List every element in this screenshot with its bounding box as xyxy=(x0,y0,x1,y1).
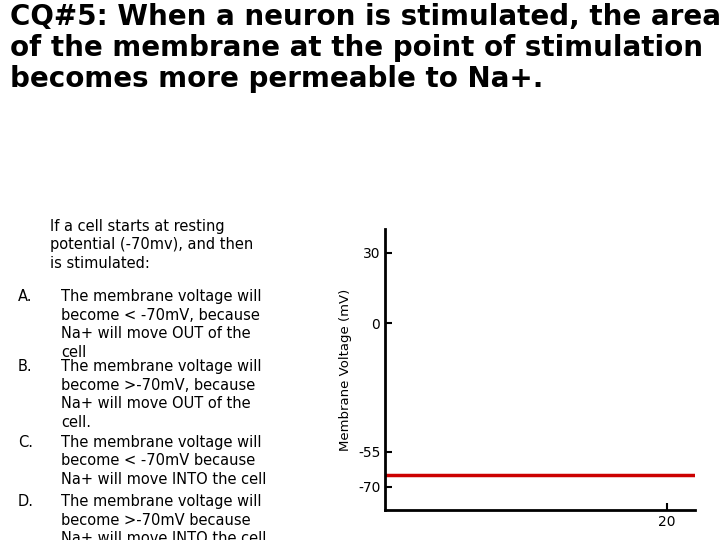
Text: The membrane voltage will
become >-70mV, because
Na+ will move OUT of the
cell.: The membrane voltage will become >-70mV,… xyxy=(61,359,261,430)
Text: C.: C. xyxy=(18,435,33,450)
Text: A.: A. xyxy=(18,289,32,304)
Text: B.: B. xyxy=(18,359,32,374)
Text: The membrane voltage will
become < -70mV, because
Na+ will move OUT of the
cell: The membrane voltage will become < -70mV… xyxy=(61,289,261,360)
Text: If a cell starts at resting
potential (-70mv), and then
is stimulated:: If a cell starts at resting potential (-… xyxy=(50,219,253,271)
Y-axis label: Membrane Voltage (mV): Membrane Voltage (mV) xyxy=(339,289,352,451)
Text: The membrane voltage will
become < -70mV because
Na+ will move INTO the cell: The membrane voltage will become < -70mV… xyxy=(61,435,266,487)
Text: CQ#5: When a neuron is stimulated, the area
of the membrane at the point of stim: CQ#5: When a neuron is stimulated, the a… xyxy=(10,3,720,93)
Text: The membrane voltage will
become >-70mV because
Na+ will move INTO the cell.: The membrane voltage will become >-70mV … xyxy=(61,494,271,540)
Text: D.: D. xyxy=(18,494,34,509)
